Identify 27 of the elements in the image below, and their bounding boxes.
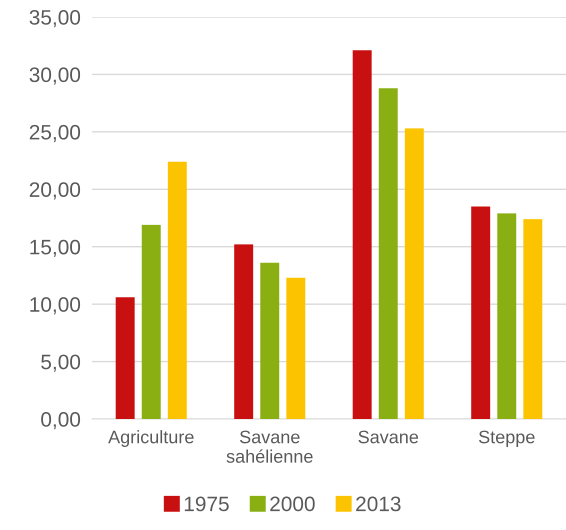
bar bbox=[142, 224, 161, 419]
bar bbox=[378, 88, 398, 419]
bar bbox=[116, 297, 135, 419]
legend-label: 1975 bbox=[184, 496, 229, 512]
bar bbox=[404, 128, 424, 419]
x-tick-label: Savane bbox=[358, 430, 418, 444]
bar bbox=[497, 213, 516, 419]
bar bbox=[234, 244, 254, 419]
legend-label: 2013 bbox=[356, 496, 401, 512]
y-tick-label: 15,00 bbox=[30, 240, 80, 257]
x-tick-label: Savane sahélienne bbox=[226, 430, 313, 463]
legend-label: 2000 bbox=[270, 496, 315, 512]
bar bbox=[471, 206, 490, 419]
y-tick-label: 35,00 bbox=[30, 10, 80, 28]
y-tick-label: 30,00 bbox=[30, 67, 80, 85]
bar bbox=[523, 219, 542, 419]
y-tick-label: 20,00 bbox=[30, 182, 80, 200]
x-tick-label: Steppe bbox=[478, 430, 535, 447]
bar bbox=[352, 50, 372, 419]
bar bbox=[168, 162, 187, 419]
y-tick-label: 0,00 bbox=[41, 412, 80, 430]
x-tick-label: Agriculture bbox=[108, 430, 194, 447]
y-tick-label: 5,00 bbox=[41, 354, 80, 372]
y-tick-label: 25,00 bbox=[30, 124, 80, 142]
bar bbox=[260, 262, 280, 419]
bar bbox=[286, 278, 306, 419]
y-tick-label: 10,00 bbox=[30, 297, 80, 314]
